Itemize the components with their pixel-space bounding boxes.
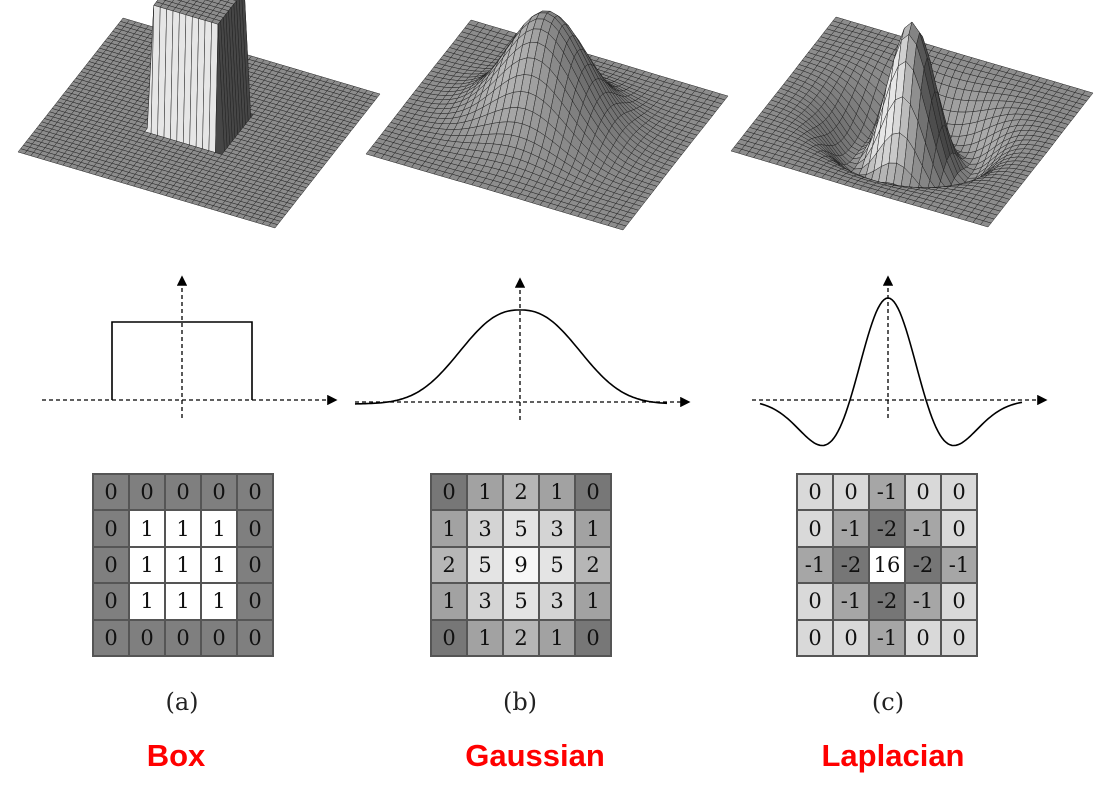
matrix-cell: 16 — [869, 546, 905, 584]
matrix-cell: -1 — [833, 510, 869, 547]
panel-sublabel: (a) — [165, 688, 199, 716]
profile-plot-laplacian — [752, 275, 1048, 447]
matrix-cell: 0 — [797, 510, 833, 547]
matrix-cell: 0 — [93, 583, 129, 620]
matrix-cell: 3 — [467, 510, 503, 547]
matrix-cell: 1 — [539, 474, 575, 511]
matrix-cell: 0 — [941, 619, 977, 656]
matrix-cell: 0 — [201, 619, 237, 656]
matrix-cell: 2 — [431, 546, 467, 584]
matrix-cell: 0 — [237, 583, 273, 620]
matrix-cell: 1 — [431, 510, 467, 547]
profile-plot-gaussian — [354, 277, 691, 420]
matrix-cell: 0 — [201, 474, 237, 511]
matrix-cell: -2 — [869, 583, 905, 620]
matrix-cell: 0 — [237, 474, 273, 511]
matrix-cell: -1 — [833, 583, 869, 620]
matrix-cell: 9 — [503, 546, 539, 584]
kernel-matrix-laplacian: 0 0 -1 0 0 0 -1 -2 -1 0 -1 -2 16 -2 -1 0 -1 -2 -1 0 0 0 -1 0 0 — [796, 473, 978, 657]
matrix-cell: 0 — [905, 474, 941, 511]
matrix-cell: 0 — [941, 510, 977, 547]
matrix-cell: 2 — [503, 474, 539, 511]
matrix-cell: 1 — [201, 583, 237, 620]
matrix-cell: -1 — [869, 619, 905, 656]
matrix-cell: 0 — [129, 474, 165, 511]
matrix-cell: 1 — [575, 510, 611, 547]
matrix-cell: 3 — [539, 583, 575, 620]
matrix-cell: 0 — [165, 619, 201, 656]
matrix-cell: 3 — [539, 510, 575, 547]
matrix-cell: -1 — [797, 546, 833, 584]
matrix-cell: 0 — [165, 474, 201, 511]
matrix-cell: 0 — [237, 510, 273, 547]
matrix-cell: 1 — [539, 619, 575, 656]
matrix-cell: 0 — [941, 583, 977, 620]
matrix-cell: 0 — [93, 510, 129, 547]
matrix-cell: 1 — [575, 583, 611, 620]
matrix-cell: 0 — [431, 619, 467, 656]
matrix-cell: 2 — [503, 619, 539, 656]
panel-sublabel: (b) — [502, 688, 538, 716]
matrix-cell: 1 — [165, 583, 201, 620]
matrix-cell: 0 — [575, 474, 611, 511]
filter-name-label: Box — [146, 738, 206, 773]
matrix-cell: 0 — [431, 474, 467, 511]
matrix-cell: 0 — [93, 619, 129, 656]
surface-plot-gaussian — [365, 10, 729, 231]
matrix-cell: -1 — [905, 510, 941, 547]
matrix-cell: 0 — [833, 619, 869, 656]
filter-name-label: Gaussian — [465, 738, 605, 773]
matrix-cell: 1 — [467, 474, 503, 511]
matrix-cell: 5 — [503, 510, 539, 547]
matrix-cell: 1 — [201, 510, 237, 547]
matrix-cell: 1 — [431, 583, 467, 620]
matrix-cell: 1 — [129, 510, 165, 547]
matrix-cell: 5 — [539, 546, 575, 584]
matrix-cell: 0 — [237, 619, 273, 656]
matrix-cell: 0 — [797, 583, 833, 620]
matrix-cell: 3 — [467, 583, 503, 620]
matrix-cell: 0 — [129, 619, 165, 656]
matrix-cell: 1 — [129, 583, 165, 620]
matrix-cell: -2 — [869, 510, 905, 547]
profile-curve — [354, 309, 668, 405]
matrix-cell: -2 — [833, 546, 869, 584]
matrix-cell: 1 — [165, 510, 201, 547]
matrix-cell: 0 — [575, 619, 611, 656]
profile-curve — [111, 321, 253, 400]
matrix-cell: -2 — [905, 546, 941, 584]
matrix-cell: -1 — [905, 583, 941, 620]
surface-plot-box — [17, 0, 381, 229]
matrix-cell: 5 — [467, 546, 503, 584]
panel-sublabel: (c) — [871, 688, 905, 716]
matrix-cell: 0 — [93, 546, 129, 584]
profile-plot-box — [42, 275, 338, 418]
profile-curve — [759, 297, 1023, 447]
filter-name-label: Laplacian — [821, 738, 965, 773]
matrix-cell: 0 — [833, 474, 869, 511]
matrix-cell: 0 — [237, 546, 273, 584]
matrix-cell: 0 — [905, 619, 941, 656]
matrix-cell: 1 — [129, 546, 165, 584]
matrix-cell: 0 — [797, 619, 833, 656]
matrix-cell: -1 — [941, 546, 977, 584]
matrix-cell: 1 — [165, 546, 201, 584]
matrix-cell: 2 — [575, 546, 611, 584]
matrix-cell: 1 — [201, 546, 237, 584]
surface-plot-laplacian — [730, 16, 1094, 228]
matrix-cell: -1 — [869, 474, 905, 511]
matrix-cell: 0 — [797, 474, 833, 511]
matrix-cell: 5 — [503, 583, 539, 620]
matrix-cell: 0 — [941, 474, 977, 511]
matrix-cell: 1 — [467, 619, 503, 656]
matrix-cell: 0 — [93, 474, 129, 511]
